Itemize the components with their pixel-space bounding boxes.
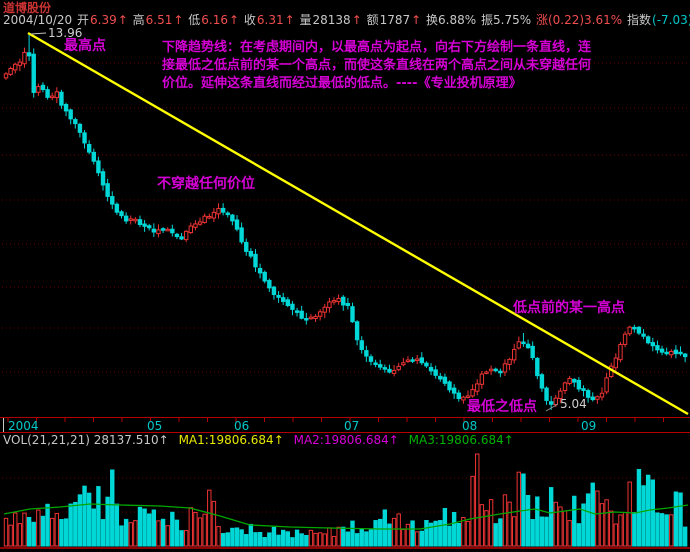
change-value: 涨(0.22)3.61% <box>535 13 623 27</box>
stock-name: 道博股份 <box>3 1 52 15</box>
amplitude-value: 振5.75% <box>481 13 532 27</box>
axis-year-label: 06 <box>234 419 250 433</box>
vol-indicator-value: 28137.510 <box>93 433 159 447</box>
volume-label: 量 <box>299 13 312 27</box>
vol-ma2-value: MA2:19806.684 <box>293 433 389 447</box>
axis-year-label: 09 <box>581 419 597 433</box>
annotation-never-crosses: 不穿越任何价位 <box>157 176 255 192</box>
amount-value: 1787 <box>379 13 411 27</box>
close-label: 收 <box>243 13 256 27</box>
close-value: 6.31 <box>256 13 284 27</box>
open-label: 开 <box>77 13 90 27</box>
annotation-trendline-definition: 下降趋势线：在考虑期间内，以最高点为起点，向右下方绘制一条直线，连 接最低之低点… <box>162 39 644 93</box>
volume-value: 28138 <box>312 13 351 27</box>
axis-year-label: 2004 <box>8 419 39 433</box>
quote-date: 2004/10/20 <box>3 13 73 27</box>
axis-year-label: 07 <box>344 419 360 433</box>
annotation-highest-point: 最高点 <box>64 38 106 54</box>
definition-line-1: 下降趋势线：在考虑期间内，以最高点为起点，向右下方绘制一条直线，连 <box>162 40 592 55</box>
definition-line-2: 接最低之低点前的某一个高点，而使这条直线在两个高点之间从未穿越任何 <box>162 58 592 73</box>
index-value: (-7.03)-0.53% <box>652 13 690 27</box>
vol-ma1-value: MA1:19806.684 <box>178 433 274 447</box>
up-arrow-icon: ↑ <box>351 13 362 27</box>
low-label: 低 <box>188 13 201 27</box>
up-arrow-icon: ↑ <box>273 433 284 447</box>
volume-indicator-header: VOL(21,21,21) 28137.510↑ MA1:19806.684↑ … <box>3 433 514 447</box>
turnover-value: 换6.88% <box>426 13 477 27</box>
axis-year-label: 08 <box>462 419 478 433</box>
index-label: 指数 <box>627 13 652 27</box>
year-axis[interactable]: 2004 05 06 07 08 09 <box>0 417 690 433</box>
high-value: 6.51 <box>145 13 173 27</box>
definition-line-3: 价位。延伸这条直线而经过最低的低点。----《专业投机原理》 <box>162 76 522 91</box>
peak-price-label: 13.96 <box>48 26 83 40</box>
up-arrow-icon: ↑ <box>284 13 295 27</box>
up-arrow-icon: ↑ <box>411 13 422 27</box>
amount-label: 额 <box>366 13 379 27</box>
open-value: 6.39 <box>90 13 117 27</box>
quote-bar: 2004/10/20 开6.39↑ 高6.51↑ 低6.16↑ 收6.31↑ 量… <box>3 11 690 28</box>
vol-ma3-value: MA3:19806.684 <box>408 433 504 447</box>
up-arrow-icon: ↑ <box>173 13 184 27</box>
annotation-high-before-low: 低点前的某一高点 <box>513 300 625 316</box>
low-price-label: 5.04 <box>560 397 587 411</box>
up-arrow-icon: ↑ <box>388 433 399 447</box>
annotation-lowest-low: 最低之低点 <box>467 399 537 415</box>
up-arrow-icon: ↑ <box>228 13 240 27</box>
vol-indicator-name: VOL(21,21,21) <box>3 433 90 447</box>
axis-year-label: 05 <box>147 419 163 433</box>
high-label: 高 <box>132 13 145 27</box>
up-arrow-icon: ↑ <box>503 433 514 447</box>
low-value: 6.16 <box>201 13 228 27</box>
up-arrow-icon: ↑ <box>117 13 128 27</box>
up-arrow-icon: ↑ <box>158 433 169 447</box>
